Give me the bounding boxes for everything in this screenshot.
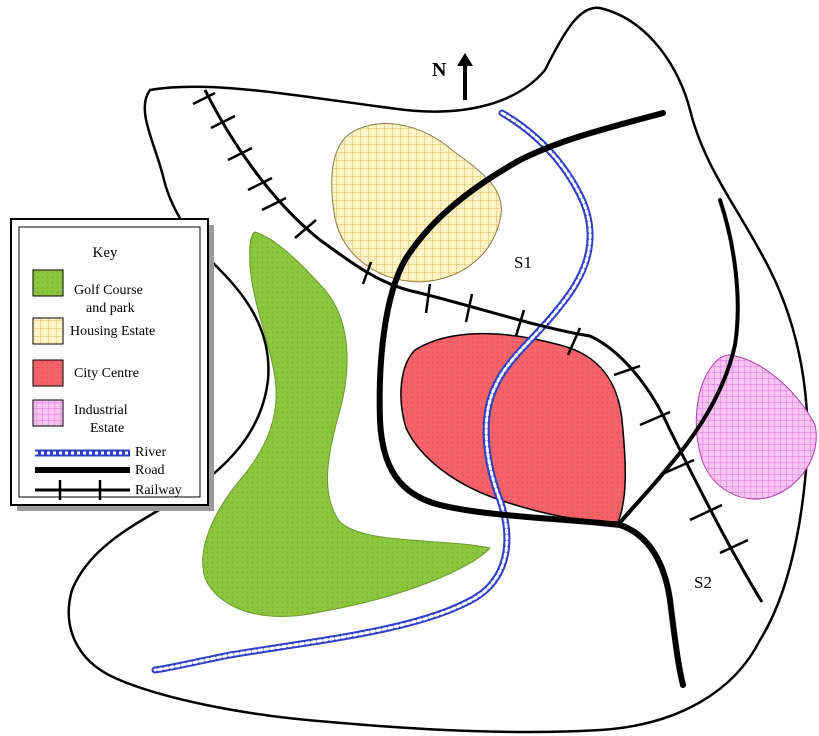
industrial-estate-area [695, 354, 817, 500]
key-golf-line1: Golf Course [74, 283, 143, 298]
key-industrial-line1: Industrial [74, 403, 128, 418]
housing-estate-area [331, 123, 502, 283]
road-east [616, 198, 740, 527]
key-industrial-line2: Estate [90, 421, 124, 436]
key-housing-swatch [32, 317, 64, 345]
north-arrow [457, 53, 473, 100]
railway-sleepers [192, 91, 749, 555]
key-golf-swatch [32, 269, 64, 297]
key-road-label: Road [135, 463, 165, 478]
key-railway-label: Railway [135, 483, 182, 498]
key-golf-line2: and park [86, 301, 135, 316]
site-s1-label: S1 [514, 253, 532, 272]
golf-course-area [202, 231, 491, 617]
site-s2-label: S2 [694, 573, 712, 592]
map-key: Key Golf Course and park Housing Estate … [10, 218, 214, 511]
key-railway-swatch [35, 480, 130, 500]
key-river-label: River [135, 445, 166, 460]
key-industrial-swatch [32, 399, 64, 427]
key-housing-label: Housing Estate [70, 324, 155, 339]
key-city-label: City Centre [74, 366, 139, 381]
road-main [376, 110, 686, 688]
railway [203, 89, 764, 603]
north-label: N [432, 59, 447, 81]
key-city-swatch [32, 359, 64, 387]
river-texture [153, 111, 592, 672]
key-title: Key [93, 245, 118, 261]
